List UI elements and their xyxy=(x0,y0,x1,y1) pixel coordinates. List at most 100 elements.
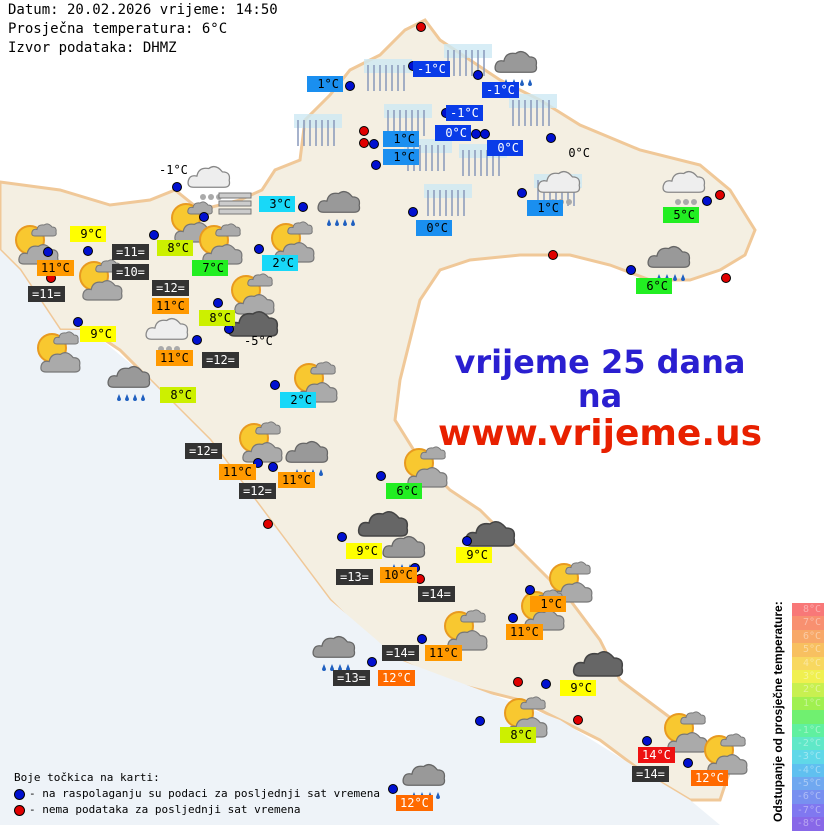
station-dot[interactable] xyxy=(642,736,652,746)
station-dot[interactable] xyxy=(508,613,518,623)
station-temperature-label: -1°C xyxy=(159,163,188,177)
station-temperature-label: =12= xyxy=(239,483,276,499)
station-dot[interactable] xyxy=(376,471,386,481)
station-dot[interactable] xyxy=(337,532,347,542)
station-temperature-label: 9°C xyxy=(70,226,106,242)
station-dot-no-data[interactable] xyxy=(359,126,369,136)
station-dot[interactable] xyxy=(254,244,264,254)
station-temperature-label: 9°C xyxy=(346,543,382,559)
station-dot-no-data[interactable] xyxy=(715,190,725,200)
station-dot[interactable] xyxy=(199,212,209,222)
station-dot[interactable] xyxy=(626,265,636,275)
station-temperature-label: =13= xyxy=(336,569,373,585)
scale-step: 1°C xyxy=(792,696,824,711)
station-dot[interactable] xyxy=(73,317,83,327)
station-dot[interactable] xyxy=(408,207,418,217)
scale-step: 3°C xyxy=(792,669,824,684)
promo-line-1: vrijeme 25 dana xyxy=(454,343,746,381)
station-dot-no-data[interactable] xyxy=(573,715,583,725)
station-temperature-label: =14= xyxy=(418,586,455,602)
station-temperature-label: 11°C xyxy=(156,350,193,366)
station-dot[interactable] xyxy=(367,657,377,667)
sun-cloud-weather-icon xyxy=(15,223,59,265)
rain-weather-icon xyxy=(312,635,356,671)
station-dot[interactable] xyxy=(369,139,379,149)
station-dot[interactable] xyxy=(517,188,527,198)
station-dot[interactable] xyxy=(83,246,93,256)
scale-step: -1°C xyxy=(792,723,824,737)
station-temperature-label: 11°C xyxy=(37,260,74,276)
station-dot[interactable] xyxy=(546,133,556,143)
station-dot[interactable] xyxy=(480,129,490,139)
station-dot-no-data[interactable] xyxy=(721,273,731,283)
sun-cloud-weather-icon xyxy=(37,331,81,373)
station-temperature-label: 8°C xyxy=(160,387,196,403)
station-temperature-label: 6°C xyxy=(636,278,672,294)
station-temperature-label: 7°C xyxy=(192,260,228,276)
scale-step: -6°C xyxy=(792,790,824,804)
station-temperature-label: =10= xyxy=(112,264,149,280)
station-dot[interactable] xyxy=(345,81,355,91)
station-dot[interactable] xyxy=(462,536,472,546)
station-temperature-label: -1°C xyxy=(413,61,450,77)
station-dot[interactable] xyxy=(371,160,381,170)
legend-title: Boje točkica na karti: xyxy=(14,771,160,784)
station-temperature-label: 0°C xyxy=(487,140,523,156)
station-dot[interactable] xyxy=(298,202,308,212)
station-temperature-label: 11°C xyxy=(506,624,543,640)
station-temperature-label: 12°C xyxy=(691,770,728,786)
station-dot[interactable] xyxy=(192,335,202,345)
station-dot[interactable] xyxy=(702,196,712,206)
dot-legend: Boje točkica na karti: - na raspolaganju… xyxy=(14,770,380,818)
station-dot-no-data[interactable] xyxy=(513,677,523,687)
station-temperature-label: 9°C xyxy=(560,680,596,696)
station-dot[interactable] xyxy=(475,716,485,726)
station-temperature-label: -5°C xyxy=(244,334,273,348)
station-dot[interactable] xyxy=(43,247,53,257)
station-temperature-label: 12°C xyxy=(378,670,415,686)
legend-ok: - na raspolaganju su podaci za posljednj… xyxy=(29,787,380,800)
station-dot[interactable] xyxy=(172,182,182,192)
station-dot[interactable] xyxy=(417,634,427,644)
sun-cloud-weather-icon xyxy=(231,273,275,315)
station-dot[interactable] xyxy=(683,758,693,768)
station-temperature-label: 2°C xyxy=(262,255,298,271)
promo-link[interactable]: www.vrijeme.us xyxy=(437,413,763,454)
dark-cloud-weather-icon xyxy=(572,651,624,677)
station-dot[interactable] xyxy=(268,462,278,472)
station-temperature-label: 1°C xyxy=(527,200,563,216)
station-dot[interactable] xyxy=(473,70,483,80)
dark-cloud-weather-icon xyxy=(357,511,409,537)
station-dot-no-data[interactable] xyxy=(416,22,426,32)
scale-step: -5°C xyxy=(792,777,824,791)
station-temperature-label: =12= xyxy=(152,280,189,296)
station-temperature-label: 0°C xyxy=(568,146,590,160)
station-dot[interactable] xyxy=(253,458,263,468)
station-dot[interactable] xyxy=(525,585,535,595)
station-dot-no-data[interactable] xyxy=(359,138,369,148)
station-temperature-label: =11= xyxy=(112,244,149,260)
station-temperature-label: 9°C xyxy=(456,547,492,563)
station-temperature-label: -1°C xyxy=(482,82,519,98)
scale-step: -7°C xyxy=(792,803,824,818)
sun-cloud-weather-icon xyxy=(171,201,215,243)
blue-dot-icon xyxy=(14,788,25,800)
rain-weather-icon xyxy=(285,440,329,476)
station-temperature-label: 14°C xyxy=(638,747,675,763)
station-dot-no-data[interactable] xyxy=(263,519,273,529)
legend-missing: - nema podataka za posljednji sat vremen… xyxy=(29,803,301,816)
station-temperature-label: 1°C xyxy=(530,596,566,612)
station-temperature-label: 11°C xyxy=(278,472,315,488)
station-dot[interactable] xyxy=(270,380,280,390)
station-dot[interactable] xyxy=(541,679,551,689)
station-temperature-label: 8°C xyxy=(157,240,193,256)
station-dot-no-data[interactable] xyxy=(548,250,558,260)
data-source: Izvor podataka: DHMZ xyxy=(8,40,177,56)
station-temperature-label: =13= xyxy=(333,670,370,686)
scale-step: -2°C xyxy=(792,736,824,751)
station-dot[interactable] xyxy=(149,230,159,240)
station-dot[interactable] xyxy=(388,784,398,794)
station-dot[interactable] xyxy=(213,298,223,308)
scale-step: -3°C xyxy=(792,750,824,764)
scale-step: 7°C xyxy=(792,616,824,630)
